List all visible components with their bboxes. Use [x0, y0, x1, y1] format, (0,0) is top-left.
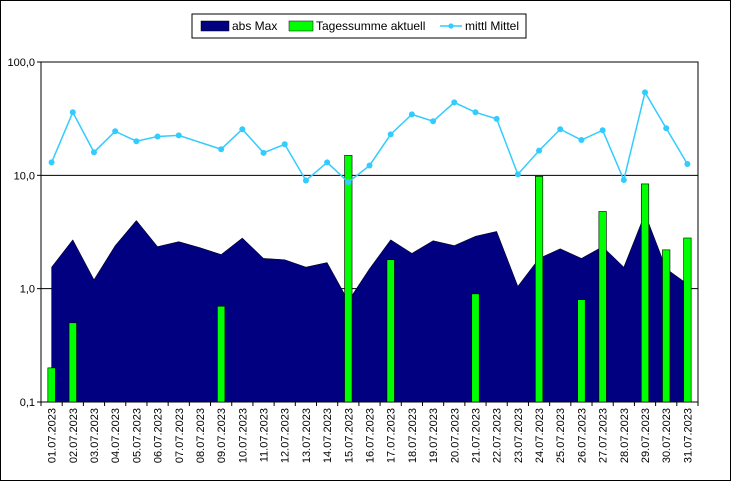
mittl-mittel-point	[451, 99, 458, 106]
x-tick-label: 17.07.2023	[386, 408, 398, 463]
mittl-mittel-point	[302, 177, 309, 184]
x-tick-label: 08.07.2023	[195, 408, 207, 463]
x-tick-label: 16.07.2023	[365, 408, 377, 463]
y-tick-label: 10,0	[14, 170, 35, 182]
mittl-mittel-point	[175, 132, 182, 139]
mittl-mittel-point	[345, 179, 352, 186]
x-tick-label: 06.07.2023	[153, 408, 165, 463]
mittl-mittel-point	[408, 111, 415, 118]
mittl-mittel-point	[663, 125, 670, 132]
mittl-mittel-point	[48, 159, 55, 166]
tagessumme-bar	[577, 299, 586, 403]
legend-box	[191, 13, 527, 39]
x-tick-label: 01.07.2023	[47, 408, 59, 463]
x-tick-label: 11.07.2023	[259, 408, 271, 462]
mittl-mittel-point	[90, 149, 97, 156]
tagessumme-bar	[683, 237, 692, 403]
mittl-mittel-point	[578, 137, 585, 144]
x-tick-label: 15.07.2023	[343, 408, 355, 463]
x-tick-label: 23.07.2023	[513, 408, 525, 463]
tagessumme-bar	[47, 367, 56, 403]
x-tick-label: 21.07.2023	[470, 408, 482, 463]
legend-marker-mittl-mittel	[448, 23, 454, 29]
x-tick-label: 19.07.2023	[428, 408, 440, 463]
x-tick-label: 25.07.2023	[555, 408, 567, 463]
x-tick-label: 31.07.2023	[682, 408, 694, 463]
tagessumme-bar	[386, 259, 395, 403]
x-tick-label: 20.07.2023	[449, 408, 461, 463]
x-tick-label: 29.07.2023	[640, 408, 652, 463]
x-tick-label: 09.07.2023	[216, 408, 228, 463]
mittl-mittel-point	[557, 126, 564, 133]
x-tick-label: 03.07.2023	[89, 408, 101, 463]
tagessumme-bar	[640, 183, 650, 403]
tagessumme-bar	[344, 155, 353, 403]
y-tick-label: 0,1	[20, 397, 35, 409]
mittl-mittel-point	[599, 127, 606, 134]
tagessumme-bar	[662, 249, 671, 403]
mittl-mittel-point	[239, 126, 246, 133]
mittl-mittel-point	[472, 109, 479, 116]
x-tick-label: 18.07.2023	[407, 408, 419, 463]
tagessumme-bar	[471, 293, 480, 403]
x-tick-label: 13.07.2023	[301, 408, 313, 463]
tagessumme-bar	[598, 211, 607, 403]
x-tick-label: 14.07.2023	[322, 408, 334, 463]
mittl-mittel-point	[387, 131, 394, 138]
x-tick-label: 04.07.2023	[110, 408, 122, 463]
mittl-mittel-point	[366, 162, 373, 169]
legend: abs Max Tagessumme aktuell mittl Mittel	[191, 13, 527, 39]
x-tick-label: 05.07.2023	[131, 408, 143, 463]
mittl-mittel-point	[260, 149, 267, 156]
y-tick-label: 1,0	[20, 284, 35, 296]
x-tick-label: 27.07.2023	[598, 408, 610, 463]
x-tick-label: 10.07.2023	[237, 408, 249, 463]
x-tick-label: 24.07.2023	[534, 408, 546, 463]
mittl-mittel-point	[281, 141, 288, 148]
y-tick-label: 100,0	[7, 57, 35, 69]
legend-label-tagessumme: Tagessumme aktuell	[316, 19, 425, 33]
legend-swatch-tagessumme	[288, 20, 314, 32]
mittl-mittel-line-layer	[48, 89, 691, 186]
mittl-mittel-point	[642, 89, 649, 96]
x-tick-label: 07.07.2023	[174, 408, 186, 463]
mittl-mittel-point	[133, 138, 140, 145]
x-tick-label: 22.07.2023	[492, 408, 504, 463]
mittl-mittel-point	[684, 160, 691, 167]
tagessumme-bar	[534, 176, 544, 403]
tagessumme-bar	[217, 305, 226, 403]
abs-max-area-layer	[51, 212, 688, 403]
tagessumme-bar	[68, 322, 77, 403]
x-tick-label: 12.07.2023	[280, 408, 292, 463]
mittl-mittel-point	[112, 128, 119, 135]
tagessumme-bar-layer	[47, 155, 692, 403]
legend-label-abs-max: abs Max	[232, 19, 277, 33]
mittl-mittel-point	[218, 146, 225, 153]
legend-label-mittl-mittel: mittl Mittel	[465, 19, 519, 33]
mittl-mittel-point	[536, 147, 543, 154]
mittl-mittel-point	[69, 109, 76, 116]
mittl-mittel-point	[493, 115, 500, 122]
legend-swatch-abs-max	[200, 20, 230, 32]
mittl-mittel-line	[50, 90, 689, 184]
x-tick-label: 28.07.2023	[619, 408, 631, 463]
mittl-mittel-point	[514, 171, 521, 178]
mittl-mittel-point	[430, 118, 437, 125]
x-tick-label: 26.07.2023	[576, 408, 588, 463]
axis-layer: 0,1 1,0 10,0 100,0 01.07.2023 02.07.2023 03.07…	[7, 57, 699, 463]
mittl-mittel-point	[620, 176, 627, 183]
x-tick-label: 30.07.2023	[661, 408, 673, 463]
mittl-mittel-point	[324, 159, 331, 166]
abs-max-area	[51, 212, 688, 403]
mittl-mittel-point	[154, 133, 161, 140]
x-tick-label: 02.07.2023	[68, 408, 80, 463]
